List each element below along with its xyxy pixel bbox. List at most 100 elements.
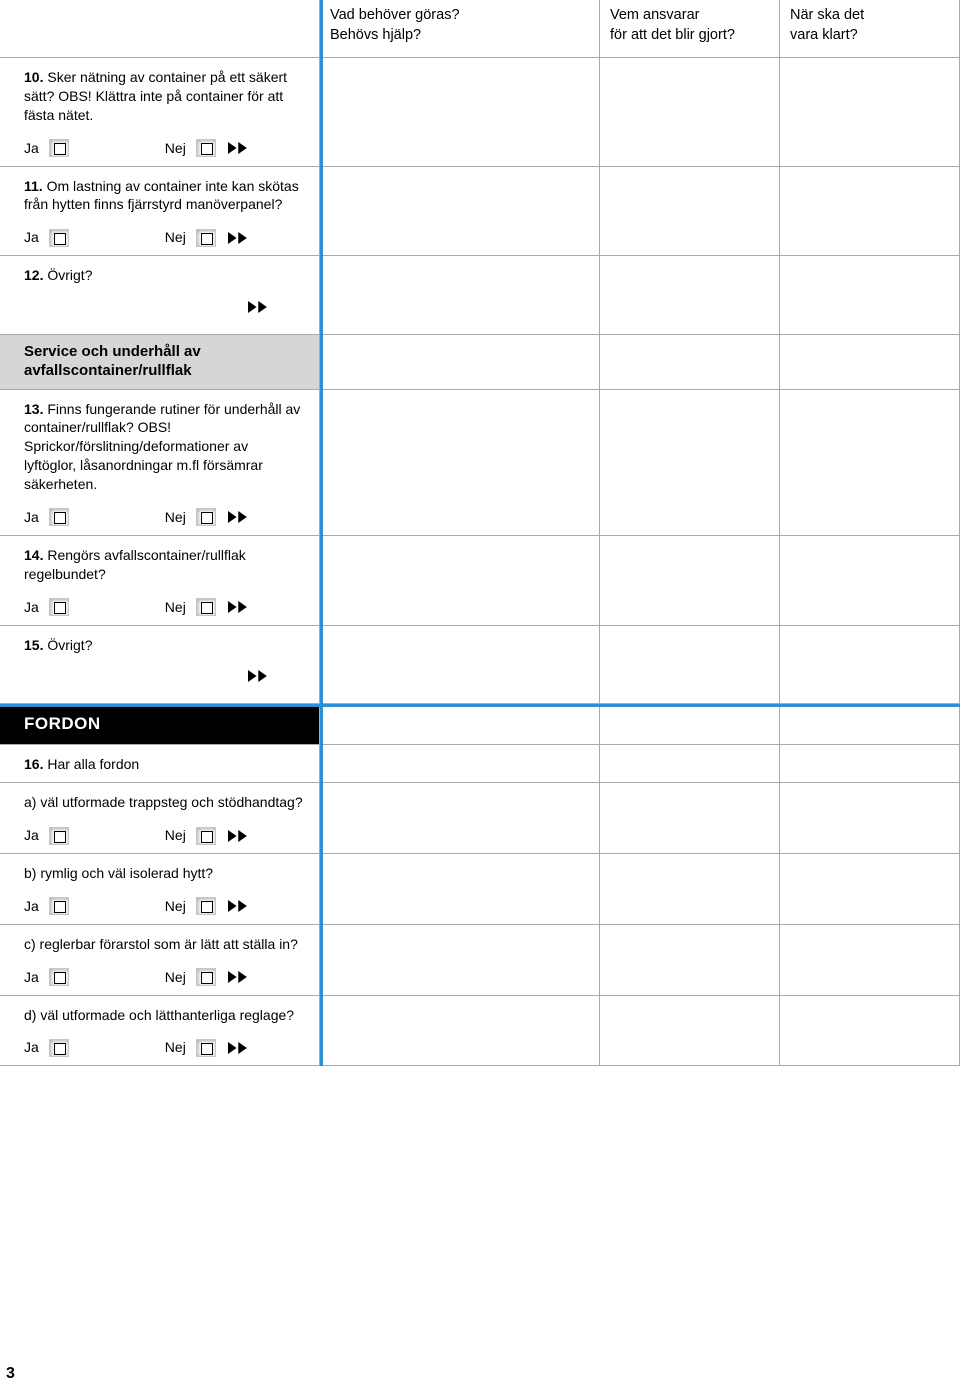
answer-cell[interactable] bbox=[320, 783, 600, 854]
answer-cell[interactable] bbox=[320, 167, 600, 257]
answer-cell[interactable] bbox=[320, 745, 600, 783]
sub-question: d) väl utformade och lätthanterliga regl… bbox=[0, 996, 320, 1067]
answer-cell[interactable] bbox=[780, 996, 960, 1067]
answer-cell[interactable] bbox=[320, 390, 600, 536]
nej-label: Nej bbox=[165, 1038, 186, 1057]
question-text: 14. Rengörs avfallscontainer/rullflak re… bbox=[24, 546, 303, 584]
ja-label: Ja bbox=[24, 897, 39, 916]
ja-label: Ja bbox=[24, 508, 39, 527]
arrows-row bbox=[24, 285, 303, 326]
nej-checkbox[interactable] bbox=[196, 139, 216, 157]
answer-cell[interactable] bbox=[780, 854, 960, 925]
question-text: 12. Övrigt? bbox=[24, 266, 303, 285]
ja-checkbox[interactable] bbox=[49, 598, 69, 616]
answer-cell[interactable] bbox=[600, 996, 780, 1067]
yes-no-row: JaNej bbox=[24, 228, 303, 247]
ja-checkbox[interactable] bbox=[49, 968, 69, 986]
answer-cell[interactable] bbox=[600, 390, 780, 536]
answer-cell[interactable] bbox=[780, 704, 960, 745]
answer-cell[interactable] bbox=[600, 335, 780, 390]
nej-label: Nej bbox=[165, 139, 186, 158]
answer-cell[interactable] bbox=[320, 335, 600, 390]
header-col-2: Vad behöver göras? Behövs hjälp? bbox=[320, 0, 600, 58]
answer-cell[interactable] bbox=[600, 256, 780, 335]
question: 12. Övrigt? bbox=[0, 256, 320, 335]
yes-no-row: Ja Nej bbox=[24, 508, 303, 527]
nej-checkbox[interactable] bbox=[196, 897, 216, 915]
answer-cell[interactable] bbox=[780, 390, 960, 536]
answer-cell[interactable] bbox=[780, 626, 960, 705]
nej-checkbox[interactable] bbox=[196, 598, 216, 616]
nej-checkbox[interactable] bbox=[196, 968, 216, 986]
answer-cell[interactable] bbox=[320, 58, 600, 167]
double-arrow-icon bbox=[228, 142, 252, 154]
ja-checkbox[interactable] bbox=[49, 229, 69, 247]
answer-cell[interactable] bbox=[780, 58, 960, 167]
yes-no-row: JaNej bbox=[24, 968, 303, 987]
answer-cell[interactable] bbox=[320, 626, 600, 705]
answer-cell[interactable] bbox=[320, 925, 600, 996]
form-grid: Vad behöver göras? Behövs hjälp? Vem ans… bbox=[0, 0, 960, 1066]
yes-no-row: JaNej bbox=[24, 139, 303, 158]
double-arrow-icon bbox=[228, 232, 252, 244]
question: 15. Övrigt? bbox=[0, 626, 320, 705]
question-text: 13. Finns fungerande rutiner för underhå… bbox=[24, 400, 303, 494]
arrows-row bbox=[24, 654, 303, 695]
ja-checkbox[interactable] bbox=[49, 897, 69, 915]
ja-checkbox[interactable] bbox=[49, 139, 69, 157]
double-arrow-icon bbox=[228, 601, 252, 613]
answer-cell[interactable] bbox=[600, 925, 780, 996]
answer-cell[interactable] bbox=[320, 996, 600, 1067]
question-text: c) reglerbar förarstol som är lätt att s… bbox=[24, 935, 303, 954]
answer-cell[interactable] bbox=[780, 256, 960, 335]
blue-horizontal-line bbox=[0, 704, 960, 707]
answer-cell[interactable] bbox=[780, 783, 960, 854]
ja-checkbox[interactable] bbox=[49, 827, 69, 845]
answer-cell[interactable] bbox=[600, 167, 780, 257]
sub-question: b) rymlig och väl isolerad hytt?JaNej bbox=[0, 854, 320, 925]
ja-label: Ja bbox=[24, 1038, 39, 1057]
question-text: 15. Övrigt? bbox=[24, 636, 303, 655]
answer-cell[interactable] bbox=[780, 745, 960, 783]
double-arrow-icon bbox=[248, 301, 272, 313]
answer-cell[interactable] bbox=[600, 626, 780, 705]
question-text: 16. Har alla fordon bbox=[24, 755, 303, 774]
ja-checkbox[interactable] bbox=[49, 508, 69, 526]
sub-question: a) väl utformade trappsteg och stödhandt… bbox=[0, 783, 320, 854]
answer-cell[interactable] bbox=[320, 536, 600, 626]
answer-cell[interactable] bbox=[320, 256, 600, 335]
ja-label: Ja bbox=[24, 598, 39, 617]
answer-cell[interactable] bbox=[600, 854, 780, 925]
answer-cell[interactable] bbox=[600, 783, 780, 854]
nej-checkbox[interactable] bbox=[196, 827, 216, 845]
answer-cell[interactable] bbox=[600, 58, 780, 167]
question: 14. Rengörs avfallscontainer/rullflak re… bbox=[0, 536, 320, 626]
answer-cell[interactable] bbox=[320, 854, 600, 925]
header-col-1 bbox=[0, 0, 320, 58]
ja-label: Ja bbox=[24, 826, 39, 845]
nej-label: Nej bbox=[165, 598, 186, 617]
answer-cell[interactable] bbox=[780, 925, 960, 996]
nej-label: Nej bbox=[165, 508, 186, 527]
sub-question: c) reglerbar förarstol som är lätt att s… bbox=[0, 925, 320, 996]
double-arrow-icon bbox=[228, 900, 252, 912]
answer-cell[interactable] bbox=[780, 167, 960, 257]
double-arrow-icon bbox=[248, 670, 272, 682]
question: 11. Om lastning av container inte kan sk… bbox=[0, 167, 320, 257]
nej-checkbox[interactable] bbox=[196, 1039, 216, 1057]
ja-label: Ja bbox=[24, 968, 39, 987]
yes-no-row: Ja Nej bbox=[24, 598, 303, 617]
ja-checkbox[interactable] bbox=[49, 1039, 69, 1057]
answer-cell[interactable] bbox=[780, 536, 960, 626]
answer-cell[interactable] bbox=[320, 704, 600, 745]
nej-checkbox[interactable] bbox=[196, 508, 216, 526]
answer-cell[interactable] bbox=[600, 536, 780, 626]
answer-cell[interactable] bbox=[600, 745, 780, 783]
yes-no-row: JaNej bbox=[24, 897, 303, 916]
nej-checkbox[interactable] bbox=[196, 229, 216, 247]
answer-cell[interactable] bbox=[780, 335, 960, 390]
question-text: a) väl utformade trappsteg och stödhandt… bbox=[24, 793, 303, 812]
question-text: d) väl utformade och lätthanterliga regl… bbox=[24, 1006, 303, 1025]
answer-cell[interactable] bbox=[600, 704, 780, 745]
yes-no-row: JaNej bbox=[24, 826, 303, 845]
